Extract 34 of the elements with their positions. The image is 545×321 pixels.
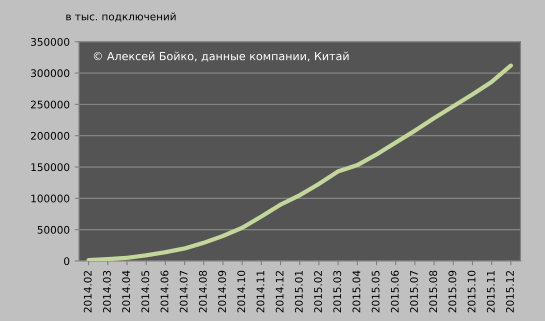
y-tick-label: 350000 [31,38,70,46]
x-tick-label: 2015.07 [410,270,418,312]
x-tick-label: 2014.09 [218,270,226,312]
x-tick-label: 2014.12 [276,271,284,312]
x-tick-label: 2014.05 [141,270,150,312]
y-tick-label: 100000 [31,194,70,202]
x-tick-label: 2015.05 [372,270,380,312]
y-tick-label: 150000 [31,163,70,172]
annotation: © Алексей Бойко, данные компании, Китай [94,52,349,62]
line-series [86,63,513,261]
x-tick-label: 2014.11 [256,270,264,312]
x-tick-label: 2014.04 [122,270,130,312]
x-tick-label: 2014.07 [180,270,188,312]
x-tick-label: 2015.10 [468,270,476,312]
x-tick-label: 2014.10 [237,270,246,312]
y-tick-label: 50000 [38,226,70,234]
x-tick-label: 2015.12 [506,271,514,312]
x-tick-label: 2014.02 [84,271,92,312]
y-tick-label: 0 [64,257,70,266]
x-tick-label: 2015.06 [390,270,399,312]
x-tick-label: 2014.08 [198,270,207,312]
x-tick-label: 2015.03 [333,270,342,312]
y-axis-title: в тыс. подключений [66,12,176,22]
y-tick-label: 300000 [31,69,70,78]
x-tick-label: 2014.03 [102,270,111,312]
y-tick-label: 250000 [30,100,70,108]
y-tick-label: 200000 [30,132,70,140]
x-tick-label: 2015.01 [294,270,303,312]
x-tick-label: 2015.08 [429,270,438,312]
x-tick-label: 2014.06 [160,270,168,312]
x-tick-label: 2015.09 [448,270,456,312]
x-tick-label: 2015.11 [486,270,495,312]
x-tick-label: 2015.02 [314,271,322,312]
x-tick-label: 2015.04 [352,270,360,312]
